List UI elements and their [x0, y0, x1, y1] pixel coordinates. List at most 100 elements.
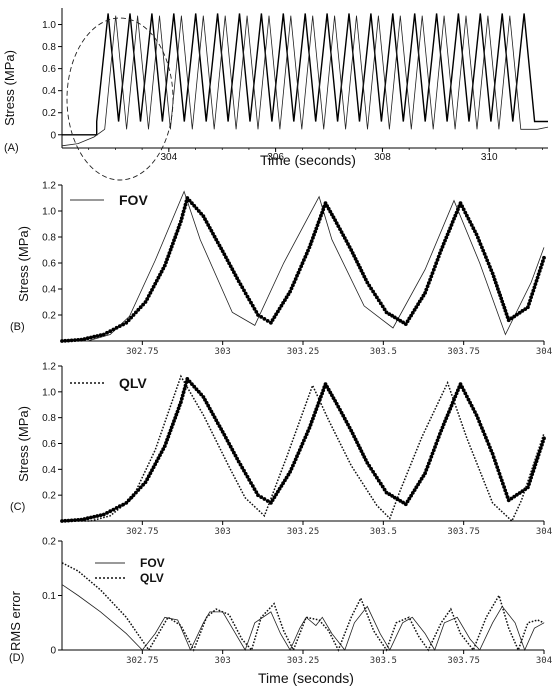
fov-rms-line: [61, 584, 545, 652]
data-point: [289, 466, 294, 471]
data-point: [350, 431, 355, 436]
data-point: [349, 428, 354, 433]
data-point: [209, 409, 214, 414]
data-point: [410, 310, 415, 315]
data-point: [217, 424, 222, 428]
data-point: [176, 225, 181, 230]
data-point: [297, 267, 302, 272]
data-point: [425, 284, 430, 289]
data-point: [447, 229, 451, 234]
data-point: [182, 387, 187, 391]
data-point: [469, 223, 474, 227]
data-point: [111, 507, 116, 512]
data-point: [230, 447, 235, 452]
data-point: [356, 262, 361, 267]
data-point: [414, 485, 419, 490]
data-point: [252, 487, 257, 491]
data-point: [445, 413, 450, 417]
data-point: [362, 455, 367, 459]
data-point: [288, 289, 292, 294]
data-point: [501, 302, 506, 307]
data-point: [401, 500, 405, 505]
data-point: [219, 246, 224, 251]
data-point: [190, 382, 194, 386]
data-point: [98, 333, 103, 338]
data-point: [439, 428, 444, 433]
data-point: [429, 454, 434, 459]
data-point: [441, 422, 446, 427]
data-point: [174, 232, 179, 236]
y-tick-label: 0: [50, 646, 56, 657]
data-point: [344, 419, 349, 424]
data-point: [89, 335, 93, 340]
data-point: [156, 275, 161, 280]
data-point: [535, 456, 540, 460]
data-point: [321, 207, 326, 212]
data-point: [240, 285, 245, 290]
data-point: [339, 410, 344, 415]
data-point: [489, 268, 494, 272]
data-point: [336, 224, 341, 229]
data-point: [373, 292, 377, 297]
legend-d-qlv-label: QLV: [140, 571, 164, 585]
data-point: [69, 338, 74, 343]
data-point: [403, 322, 408, 326]
data-point: [328, 209, 333, 214]
panel-a-xlabel: Time (seconds): [260, 152, 356, 168]
data-point: [164, 260, 168, 265]
data-point: [466, 397, 471, 402]
data-point: [482, 432, 487, 437]
x-tick-label: 303.25: [287, 527, 320, 537]
data-point: [175, 409, 180, 414]
data-point: [126, 498, 131, 503]
data-point: [431, 448, 436, 453]
y-tick-label: 0.6: [42, 439, 56, 450]
data-point: [296, 451, 301, 455]
data-point: [179, 219, 183, 224]
data-point: [167, 251, 172, 255]
data-point: [169, 425, 174, 430]
data-point: [456, 207, 460, 212]
data-point: [444, 235, 449, 240]
data-point: [425, 464, 430, 469]
data-point: [341, 233, 346, 238]
data-point: [302, 258, 306, 262]
data-point: [201, 395, 206, 399]
y-tick-label: 0.8: [42, 233, 56, 244]
data-point: [304, 432, 309, 437]
data-point: [295, 273, 299, 278]
data-point: [480, 245, 484, 250]
data-point: [410, 491, 415, 495]
panel-d-xlabel: Time (seconds): [258, 670, 354, 686]
data-point: [143, 480, 148, 485]
data-point: [252, 307, 257, 311]
data-point: [228, 444, 233, 449]
data-point: [180, 393, 185, 398]
data-point: [76, 338, 80, 342]
data-point: [444, 416, 449, 421]
data-point: [367, 463, 372, 468]
y-tick-label: 0.4: [42, 86, 56, 97]
data-point: [136, 307, 141, 312]
data-point: [190, 201, 194, 206]
data-point: [352, 434, 356, 439]
data-point: [426, 461, 431, 466]
data-point: [73, 338, 77, 342]
data-point: [320, 391, 324, 396]
data-point: [498, 475, 503, 479]
data-point: [325, 204, 329, 208]
data-point: [291, 463, 295, 468]
data-point: [277, 486, 282, 491]
data-point: [153, 462, 158, 467]
data-point: [438, 251, 442, 256]
data-point: [512, 494, 517, 499]
x-tick-label: 302.75: [126, 347, 159, 357]
data-point: [526, 305, 530, 310]
data-point: [484, 255, 488, 259]
y-tick-label: 0.8: [42, 413, 56, 424]
data-point: [416, 482, 420, 487]
data-point: [353, 437, 358, 442]
data-point: [488, 445, 492, 450]
data-point: [414, 305, 419, 309]
data-point: [207, 406, 212, 411]
